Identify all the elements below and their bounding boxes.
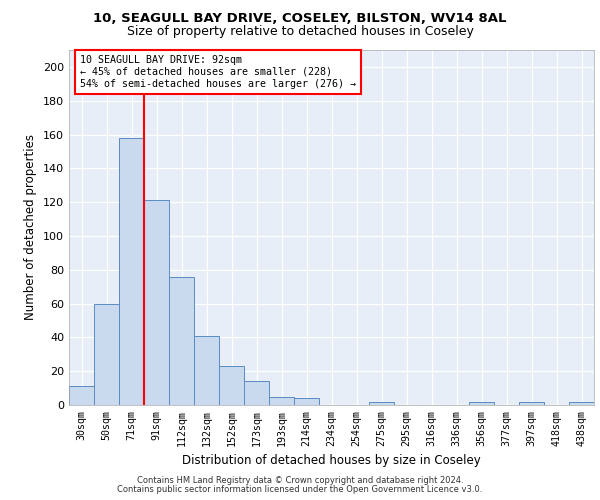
Text: Size of property relative to detached houses in Coseley: Size of property relative to detached ho… xyxy=(127,25,473,38)
Bar xyxy=(119,138,144,405)
Bar xyxy=(194,336,219,405)
Bar xyxy=(519,402,544,405)
Bar xyxy=(469,402,494,405)
Bar xyxy=(144,200,169,405)
X-axis label: Distribution of detached houses by size in Coseley: Distribution of detached houses by size … xyxy=(182,454,481,467)
Bar xyxy=(94,304,119,405)
Bar xyxy=(569,402,594,405)
Bar xyxy=(219,366,244,405)
Bar xyxy=(169,276,194,405)
Bar xyxy=(69,386,94,405)
Text: Contains HM Land Registry data © Crown copyright and database right 2024.: Contains HM Land Registry data © Crown c… xyxy=(137,476,463,485)
Text: Contains public sector information licensed under the Open Government Licence v3: Contains public sector information licen… xyxy=(118,485,482,494)
Text: 10 SEAGULL BAY DRIVE: 92sqm
← 45% of detached houses are smaller (228)
54% of se: 10 SEAGULL BAY DRIVE: 92sqm ← 45% of det… xyxy=(79,56,355,88)
Bar xyxy=(369,402,394,405)
Bar xyxy=(244,382,269,405)
Y-axis label: Number of detached properties: Number of detached properties xyxy=(25,134,37,320)
Bar xyxy=(294,398,319,405)
Text: 10, SEAGULL BAY DRIVE, COSELEY, BILSTON, WV14 8AL: 10, SEAGULL BAY DRIVE, COSELEY, BILSTON,… xyxy=(93,12,507,26)
Bar xyxy=(269,396,294,405)
